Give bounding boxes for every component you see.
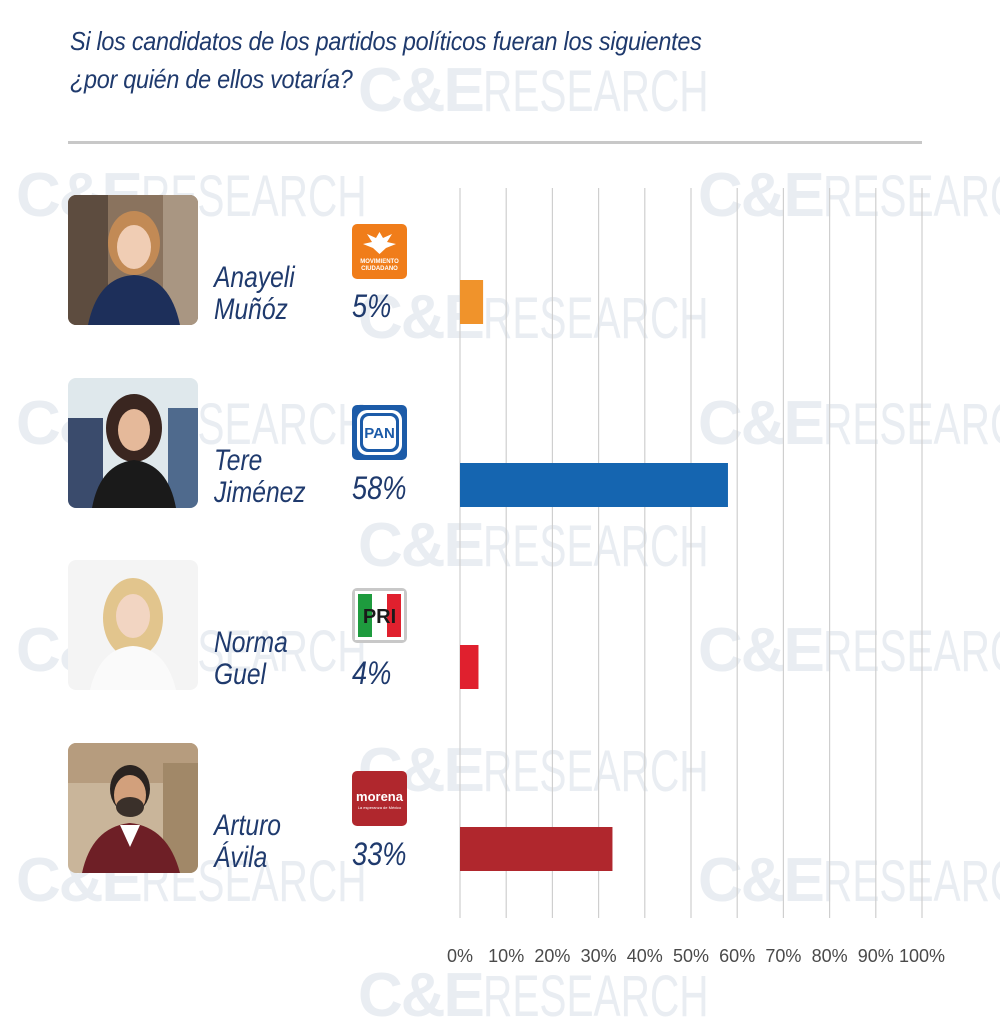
candidate-photo-anayeli [68, 195, 198, 325]
percent-label: 58% [352, 470, 407, 506]
svg-text:La esperanza de México: La esperanza de México [358, 805, 402, 810]
bar [460, 645, 479, 689]
percent-label: 33% [352, 836, 407, 872]
svg-text:PAN: PAN [364, 425, 395, 442]
x-tick-label: 90% [858, 946, 894, 966]
svg-text:CIUDADANO: CIUDADANO [361, 266, 398, 272]
candidate-name: Arturo Ávila [214, 809, 281, 874]
x-tick-label: 40% [627, 946, 663, 966]
bar [460, 463, 728, 507]
svg-text:MOVIMIENTO: MOVIMIENTO [360, 259, 399, 265]
percent-label: 5% [352, 288, 392, 324]
movimiento-ciudadano-logo: MOVIMIENTO CIUDADANO [352, 224, 407, 279]
candidate-photo-norma [68, 560, 198, 690]
title-line-2: ¿por quién de ellos votaría? [70, 64, 353, 94]
x-tick-label: 100% [899, 946, 945, 966]
x-tick-label: 0% [447, 946, 473, 966]
bar-chart: 0% 10% 20% 30% 40% 50% 60% 70% 80% 90% 100% [447, 188, 945, 966]
candidate-photo-tere [68, 378, 198, 508]
x-tick-label: 80% [812, 946, 848, 966]
pri-logo: PRI [352, 588, 407, 643]
title-line-1: Si los candidatos de los partidos políti… [70, 26, 702, 56]
x-tick-label: 20% [534, 946, 570, 966]
candidate-name: Norma Guel [214, 626, 288, 691]
x-tick-label: 10% [488, 946, 524, 966]
candidate-photo-arturo [68, 743, 198, 873]
svg-text:morena: morena [356, 789, 404, 804]
x-tick-label: 50% [673, 946, 709, 966]
morena-logo: morena La esperanza de México [352, 771, 407, 826]
title-divider [68, 141, 922, 144]
chart-title: Si los candidatos de los partidos políti… [70, 22, 844, 98]
x-tick-label: 30% [581, 946, 617, 966]
x-tick-label: 70% [765, 946, 801, 966]
pan-logo: PAN [352, 405, 407, 460]
candidate-name: Anayeli Muñóz [214, 261, 295, 326]
bar [460, 827, 613, 871]
x-tick-label: 60% [719, 946, 755, 966]
svg-text:PRI: PRI [363, 606, 396, 628]
percent-label: 4% [352, 655, 392, 691]
candidate-name: Tere Jiménez [214, 444, 306, 509]
bar [460, 280, 484, 324]
